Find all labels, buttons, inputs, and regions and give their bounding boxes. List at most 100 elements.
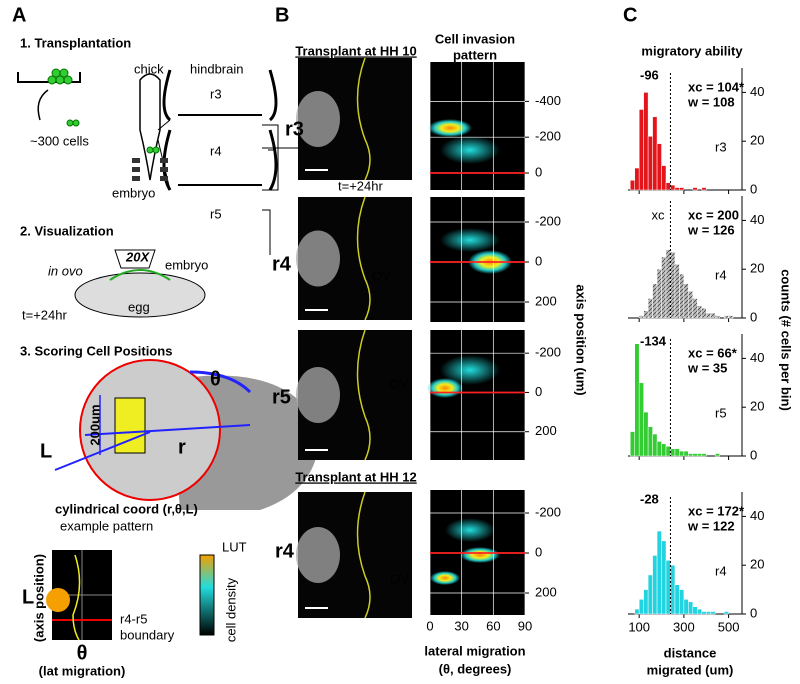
label: -200 <box>535 213 561 228</box>
histogram-bar <box>629 179 635 191</box>
histogram-bar <box>701 307 707 319</box>
histogram-bar <box>674 584 680 615</box>
label: hindbrain <box>190 61 244 76</box>
cell-cluster <box>47 68 160 154</box>
label: 0 <box>535 253 542 268</box>
histogram-bar <box>688 601 694 615</box>
label: w = 126 <box>687 222 735 237</box>
label: 20 <box>750 557 764 572</box>
label: cell density <box>223 577 238 642</box>
label: migrated (um) <box>647 662 734 677</box>
label: chick <box>134 61 164 76</box>
transplant-schematic <box>17 69 300 255</box>
label: 40 <box>750 84 764 99</box>
label: (θ, degrees) <box>439 661 512 676</box>
histogram-bar <box>710 312 716 319</box>
density-blob <box>428 119 472 137</box>
label: r4 <box>210 143 222 158</box>
histogram-bar <box>652 116 658 191</box>
histogram-bar <box>638 382 644 457</box>
histogram-bar <box>652 433 658 457</box>
label: w = 108 <box>687 94 735 109</box>
histogram-bar <box>665 249 671 319</box>
label: LUT <box>222 539 247 554</box>
label: -400 <box>535 93 561 108</box>
label: xc = 104* <box>688 79 745 94</box>
connector <box>262 147 279 191</box>
label: 20 <box>750 133 764 148</box>
cell-mass <box>296 230 340 287</box>
egg-schematic <box>74 249 206 318</box>
neural-tube-edge <box>356 57 371 181</box>
label: pattern <box>453 47 497 62</box>
histogram-bar <box>661 165 667 191</box>
histogram-bar <box>679 450 685 457</box>
histogram-bar <box>683 599 689 615</box>
density-blob <box>430 571 460 585</box>
label: example pattern <box>60 518 153 533</box>
density-blob <box>445 518 495 542</box>
histogram-bar <box>638 315 644 319</box>
label: 60 <box>486 618 500 633</box>
histogram-bar <box>683 450 689 457</box>
label: (axis position) <box>31 554 46 642</box>
histogram-bar <box>674 187 680 191</box>
label: r5 <box>715 405 727 420</box>
label: 30 <box>454 618 468 633</box>
label: 100 <box>628 619 650 634</box>
histogram-bar <box>723 611 729 615</box>
histogram-bar <box>643 411 649 457</box>
label: xc = 200 <box>688 207 739 222</box>
histogram-bar <box>692 606 698 615</box>
histogram-bar <box>692 453 698 457</box>
label: r <box>178 436 186 458</box>
histogram-bar <box>638 109 644 191</box>
histogram-bar <box>670 564 676 615</box>
label: 0 <box>535 164 542 179</box>
histogram-bar <box>634 167 640 191</box>
label: -200 <box>535 345 561 360</box>
example-pattern <box>46 550 112 641</box>
histogram-bar <box>643 92 649 191</box>
label: 1. Transplantation <box>20 35 131 50</box>
histogram-bar <box>661 256 667 319</box>
label: embryo <box>112 185 155 200</box>
label: 3. Scoring Cell Positions <box>20 343 172 358</box>
histogram-bar <box>647 298 653 319</box>
somites <box>132 158 168 181</box>
label: r3 <box>285 118 304 140</box>
label: boundary <box>120 627 175 642</box>
label: axis position (um) <box>574 284 589 395</box>
histogram-bar <box>688 290 694 319</box>
label: migratory ability <box>641 43 743 58</box>
label: 300 <box>673 619 695 634</box>
histogram-bar <box>679 589 685 615</box>
cell-mass <box>296 91 340 147</box>
label: r4-r5 <box>120 611 147 626</box>
label: lateral migration <box>424 643 525 658</box>
histogram-bar <box>634 608 640 615</box>
histogram-bar <box>652 555 658 615</box>
label: 200 <box>535 293 557 308</box>
label: Transplant at HH 10 <box>295 43 416 58</box>
label: θ <box>77 642 88 664</box>
label: r5 <box>210 206 222 221</box>
label: r4 <box>715 563 727 578</box>
label: 20 <box>750 261 764 276</box>
histogram-bar <box>665 182 671 191</box>
label: -200 <box>535 504 561 519</box>
neural-tube-edge <box>356 196 371 321</box>
label: Cell invasion <box>435 31 515 46</box>
label: 200 <box>535 423 557 438</box>
histogram-bar <box>661 443 667 457</box>
label: C <box>623 4 637 26</box>
histogram-bar <box>674 264 680 319</box>
histogram-bar <box>652 283 658 319</box>
histogram-bar <box>714 315 720 319</box>
histogram-bar <box>705 611 711 615</box>
neural-tube-edge <box>356 329 371 461</box>
label: 20X <box>125 249 150 264</box>
label: r4 <box>275 540 295 562</box>
label: 0 <box>750 181 757 196</box>
histogram-bar <box>679 187 685 191</box>
